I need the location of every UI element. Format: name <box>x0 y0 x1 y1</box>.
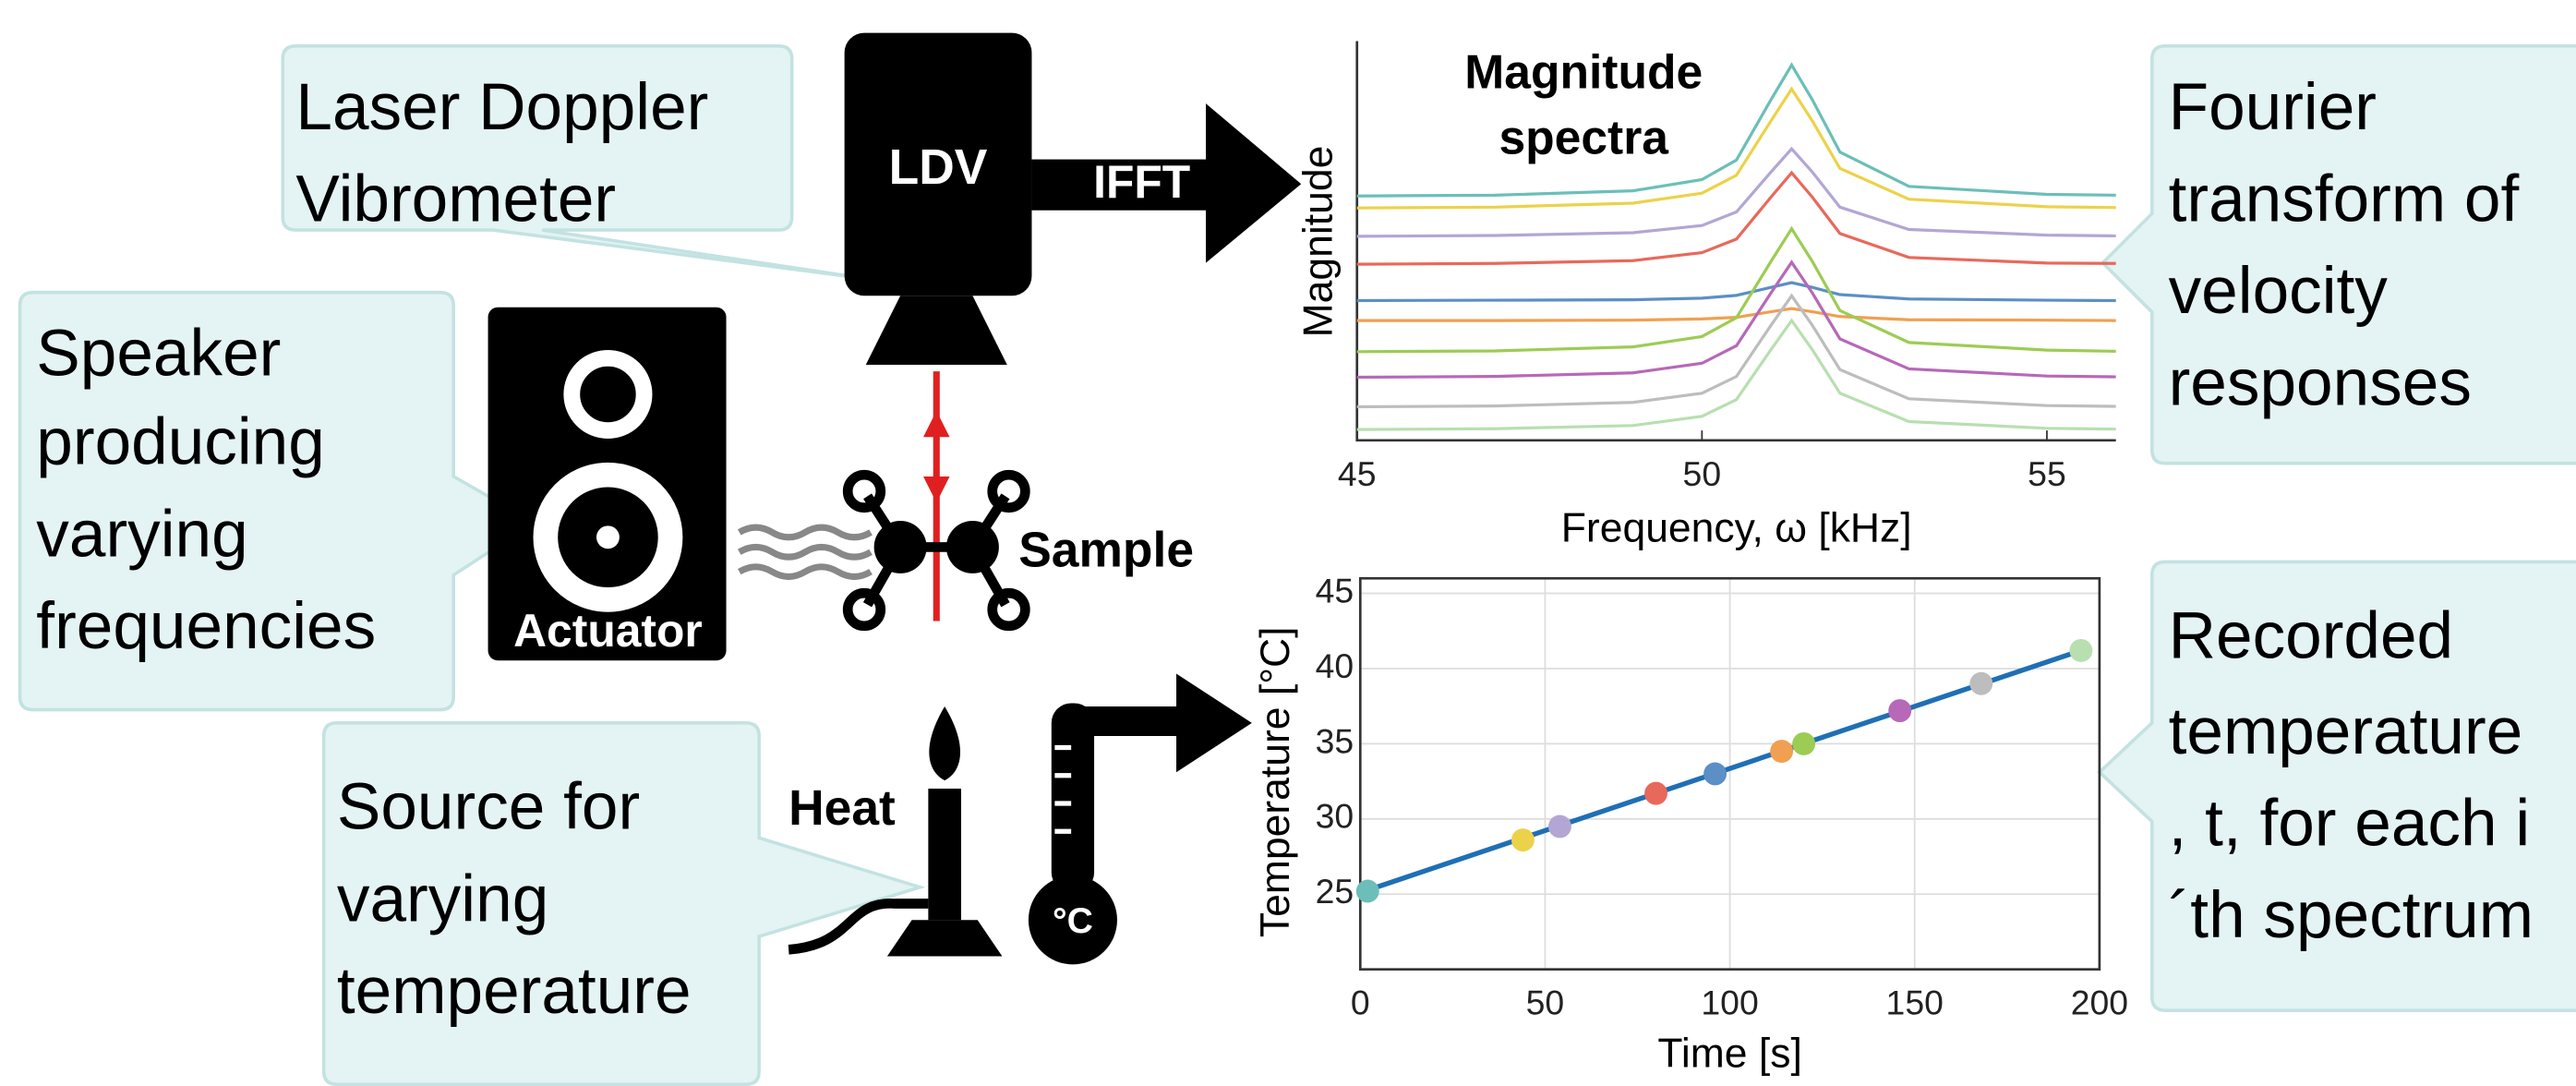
sample-node <box>873 520 927 573</box>
callout-bubble <box>2100 44 2576 465</box>
speaker-center <box>596 525 620 549</box>
callout-bubble <box>321 721 926 1086</box>
plot-frame <box>1358 576 2101 971</box>
callout-text: varying <box>36 498 247 571</box>
thermometer <box>1051 703 1095 893</box>
spectrum-line <box>1356 225 2116 354</box>
temperature-point <box>1547 814 1571 839</box>
burner-tube <box>928 788 961 921</box>
x-tick-label: 50 <box>1526 983 1565 1022</box>
callout-text: temperature <box>2169 695 2523 768</box>
sample-label: Sample <box>1018 524 1194 578</box>
sample-node <box>945 520 999 573</box>
callout-shapes <box>18 44 2576 1086</box>
x-tick-label: 55 <box>2028 454 2066 493</box>
ifft-arrowhead <box>1206 103 1302 263</box>
temperature-point <box>1792 731 1816 755</box>
ifft-arrow <box>1031 159 1210 211</box>
temperature-point <box>1770 740 1794 763</box>
speaker-woofer <box>533 462 683 612</box>
temp-arrowhead <box>1176 673 1252 773</box>
x-tick-label: 45 <box>1338 454 1377 493</box>
callout-bubble <box>281 44 872 282</box>
x-tick-label: 150 <box>1886 983 1944 1022</box>
spectrum-line <box>1356 293 2116 409</box>
callout-text: Vibrometer <box>295 163 616 235</box>
chart-title: spectra <box>1499 111 1669 164</box>
temperature-point <box>1644 781 1667 805</box>
callout-bubble <box>18 290 537 712</box>
x-tick-label: 100 <box>1701 983 1758 1022</box>
speaker-tweeter <box>563 349 653 440</box>
y-axis-label: Magnitude <box>1295 146 1341 338</box>
ldv-lens <box>865 296 1007 365</box>
axis <box>1355 41 2116 442</box>
heat-label: Heat <box>788 781 896 836</box>
x-axis-label: Frequency, ω [kHz] <box>1561 505 1912 550</box>
temperature-point <box>1969 671 1993 695</box>
flame <box>929 706 961 781</box>
callout-text: frequencies <box>36 590 376 663</box>
spectrum-line <box>1356 86 2116 210</box>
callout-text: , t, for each i <box>2169 787 2531 860</box>
laser-arrows <box>923 410 950 503</box>
callout-text: Fourier <box>2169 71 2377 144</box>
callout-text: velocity <box>2169 255 2389 328</box>
spectrum-line <box>1356 170 2116 266</box>
callout-text: Speaker <box>36 318 281 391</box>
y-tick-label: 35 <box>1316 721 1354 760</box>
y-tick-label: 45 <box>1316 571 1354 609</box>
sound-waves <box>737 524 873 581</box>
spectrum-line <box>1356 146 2116 238</box>
temperature-point <box>2069 638 2093 662</box>
ifft-label: IFFT <box>1093 156 1190 208</box>
spectrum-line <box>1356 259 2116 380</box>
celsius-label: °C <box>1053 901 1093 941</box>
callout-text: producing <box>36 406 325 479</box>
callout-text: varying <box>337 863 548 935</box>
callout-text: temperature <box>337 955 692 1028</box>
callout-text: ´th spectrum <box>2169 879 2534 952</box>
y-tick-label: 25 <box>1316 872 1354 911</box>
spectrum-line <box>1356 62 2116 198</box>
x-tick-label: 0 <box>1351 983 1370 1022</box>
temperature-point <box>1888 699 1912 723</box>
actuator-label: Actuator <box>513 605 703 657</box>
temperature-point <box>1511 828 1535 852</box>
callout-text: transform of <box>2169 163 2520 235</box>
callout-text: Laser Doppler <box>295 71 708 144</box>
callout-text: Recorded <box>2169 600 2454 673</box>
temp-arrow <box>1084 706 1180 737</box>
x-tick-label: 200 <box>2071 983 2128 1022</box>
ldv-label: LDV <box>889 140 988 195</box>
spectrum-line <box>1356 318 2116 431</box>
burner-base <box>886 920 1003 957</box>
x-axis-label: Time [s] <box>1657 1032 1801 1077</box>
ldv-body <box>844 32 1032 296</box>
temperature-point <box>1703 762 1727 786</box>
chart-title: Magnitude <box>1464 44 1703 98</box>
callout-bubble <box>2097 560 2576 1012</box>
gas-hose <box>788 899 929 955</box>
y-axis-label: Temperature [°C] <box>1253 627 1298 938</box>
thermometer-bulb <box>1028 875 1117 965</box>
callout-text: responses <box>2169 347 2472 420</box>
y-tick-label: 30 <box>1316 797 1354 836</box>
callout-text: Source for <box>337 771 640 844</box>
x-tick-label: 50 <box>1683 454 1722 493</box>
temperature-point <box>1355 879 1379 903</box>
y-tick-label: 40 <box>1316 646 1354 685</box>
spectrum-line <box>1356 281 2116 303</box>
thermometer-ticks <box>1054 744 1072 834</box>
